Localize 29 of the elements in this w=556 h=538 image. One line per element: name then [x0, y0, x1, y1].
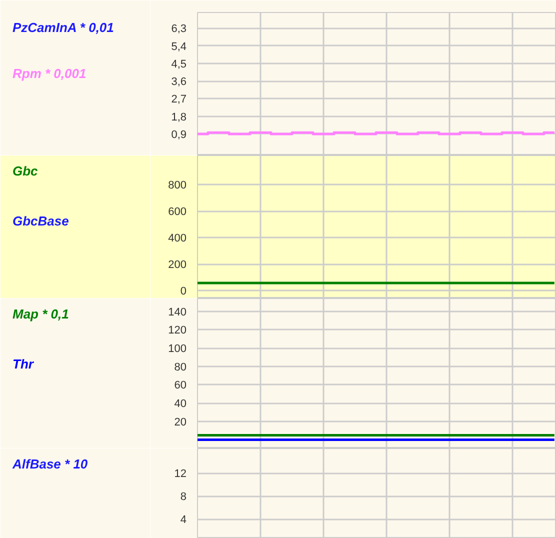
y-tick-label: 0	[180, 286, 187, 298]
text: Thr	[12, 356, 34, 372]
y-tick-label: 40	[174, 398, 187, 410]
y-tick-label: 600	[168, 206, 187, 218]
y-tick-label: 8	[180, 491, 187, 504]
y-tick-label: 3,6	[171, 76, 187, 88]
y-tick-label: 400	[168, 232, 187, 245]
y-tick-label: 4	[180, 514, 187, 526]
y-tick-label: 800	[168, 180, 187, 192]
y-tick-label: 12	[174, 468, 187, 480]
y-tick-label: 60	[174, 380, 187, 392]
y-tick-label: 1,8	[171, 111, 187, 124]
y-tick-label: 80	[174, 361, 187, 374]
legend-label: GbcBase	[12, 214, 69, 228]
y-tick-label: 100	[168, 343, 187, 356]
y-tick-label: 6,3	[171, 23, 187, 36]
legend-label: AlfBase * 10	[12, 456, 88, 472]
legend-label: PzCamInA * 0,01	[12, 20, 114, 35]
y-tick-label: 120	[168, 324, 187, 337]
text: Gbc	[12, 164, 39, 178]
text: Rpm * 0,001	[12, 66, 86, 82]
y-tick-label: 140	[168, 306, 187, 318]
y-tick-label: 200	[168, 259, 187, 272]
y-tick-label: 5,4	[171, 40, 187, 53]
text: Map * 0,1	[12, 306, 69, 322]
y-tick-label: 2,7	[171, 94, 187, 106]
y-tick-label: 20	[174, 416, 187, 428]
y-tick-label: 0,9	[171, 128, 187, 141]
y-tick-label: 4,5	[171, 58, 187, 70]
